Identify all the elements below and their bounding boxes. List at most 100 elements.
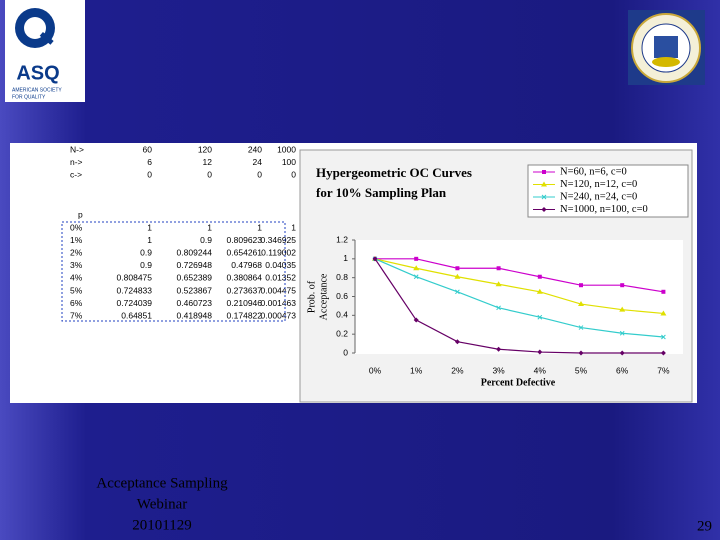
marker [537, 274, 542, 279]
marker [619, 306, 626, 312]
cell: 1 [257, 222, 262, 232]
y-axis-label: Acceptance [318, 273, 329, 320]
marker [619, 330, 625, 336]
legend-label: N=120, n=12, c=0 [560, 179, 637, 190]
cell: 1000 [277, 144, 296, 154]
x-tick-label: 7% [657, 365, 670, 375]
series-line [374, 258, 664, 354]
cell: 24 [253, 157, 263, 167]
cell: 0 [147, 169, 152, 179]
marker [661, 334, 666, 340]
cell: 6 [147, 157, 152, 167]
cell: 3% [70, 260, 83, 270]
cell: 1 [147, 222, 152, 232]
legend [527, 164, 689, 218]
cell: 0.000473 [261, 310, 297, 320]
marker [536, 288, 543, 294]
marker [455, 266, 460, 271]
marker [496, 346, 502, 352]
plot-area [355, 240, 683, 354]
cell: 1 [207, 222, 212, 232]
marker [413, 265, 420, 271]
cell: 100 [282, 157, 296, 167]
cell: 0.273637 [227, 285, 263, 295]
caption: Webinar [137, 496, 187, 512]
cell: 0.64851 [121, 310, 152, 320]
y-tick-label: 0.4 [336, 310, 348, 320]
cell: 0.04035 [265, 260, 296, 270]
x-tick-label: 2% [451, 365, 464, 375]
cell: 0.654261 [227, 247, 263, 257]
cell: 0.460723 [177, 298, 213, 308]
cell: 0.119002 [261, 247, 296, 257]
cell: 1 [147, 235, 152, 245]
caption: Acceptance Sampling [96, 475, 228, 491]
cell: n-> [70, 157, 83, 167]
cell: 7% [70, 310, 83, 320]
y-tick-label: 0.6 [336, 291, 348, 301]
chart-title: for 10% Sampling Plan [316, 185, 447, 200]
marker [620, 283, 625, 288]
logo-name: ASQ [16, 62, 59, 84]
marker [578, 350, 584, 356]
marker [455, 289, 460, 295]
y-tick-label: 0.2 [336, 328, 348, 338]
caption: 20101129 [132, 517, 191, 533]
marker [579, 283, 583, 288]
cell: 0.346925 [261, 235, 297, 245]
selection [61, 221, 286, 322]
cell: 6% [70, 298, 83, 308]
marker [495, 281, 502, 287]
logo-tagline: FOR QUALITY [12, 94, 46, 100]
x-tick-label: 3% [492, 365, 505, 375]
marker [454, 273, 461, 279]
marker [413, 317, 419, 323]
series-line [375, 258, 664, 293]
marker [413, 274, 419, 280]
x-tick-label: 5% [575, 365, 588, 375]
cell: 0 [257, 169, 262, 179]
asq-logo: ASQ AMERICAN SOCIETY FOR QUALITY [5, 0, 85, 102]
cell: 0.809244 [177, 247, 213, 257]
series-line [374, 258, 664, 338]
x-tick-label: 0% [369, 365, 382, 375]
marker [496, 266, 501, 271]
cell: 0.210946 [227, 298, 263, 308]
x-axis-label: Percent Defective [481, 377, 556, 388]
cell: 1 [291, 222, 296, 232]
marker [541, 181, 547, 187]
logo-tagline: AMERICAN SOCIETY [12, 87, 62, 93]
cell: 0 [207, 169, 212, 179]
y-axis-label: Prob. of [306, 280, 317, 313]
marker [619, 350, 625, 356]
cell: 0.726948 [177, 260, 213, 270]
marker [542, 170, 546, 174]
cell: 0.174822 [227, 310, 263, 320]
cell: 0.724833 [117, 285, 153, 295]
cell: 120 [198, 144, 212, 154]
cell: 240 [248, 144, 262, 154]
legend-label: N=240, n=24, c=0 [560, 191, 637, 202]
cell: 0 [291, 169, 296, 179]
series-line [374, 258, 664, 315]
y-tick-label: 0.8 [336, 272, 348, 282]
cell: 0.380864 [227, 273, 263, 283]
marker [661, 289, 666, 294]
cell: 0.01352 [265, 273, 296, 283]
cell: 2% [70, 247, 83, 257]
cell: 5% [70, 285, 83, 295]
legend-label: N=1000, n=100, c=0 [560, 204, 648, 215]
seal [628, 10, 705, 85]
cell: 60 [143, 144, 153, 154]
cell: N-> [70, 144, 84, 154]
spreadsheet: N-> 60 120 240 1000 n-> 6 12 24 100 c-> 0 0 0 0 p 0% 1 1 1 1… [70, 144, 296, 320]
cell: c-> [70, 169, 82, 179]
legend-label: N=60, n=6, c=0 [560, 166, 627, 177]
cell: 0.523867 [177, 285, 213, 295]
cell: 0.652389 [177, 273, 213, 283]
chart: 0 0.2 0.4 0.6 0.8 1 1.2 0% 1% 2% 3% 4% 5% 6% 7% N=60, n… [336, 166, 670, 375]
cell: 0.809623 [227, 235, 263, 245]
y-tick-label: 1 [343, 253, 348, 263]
page-number: 29 [697, 518, 712, 534]
